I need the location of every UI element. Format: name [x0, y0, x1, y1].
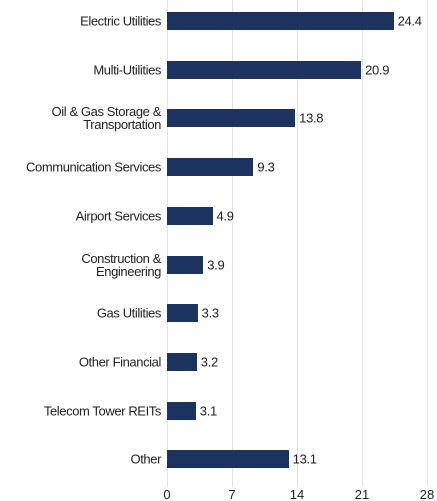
value-label: 9.3: [257, 159, 275, 175]
category-label: Telecom Tower REITs: [43, 403, 162, 419]
bar: [167, 401, 196, 420]
value-label: 13.8: [299, 110, 324, 126]
grid-line: [361, 0, 363, 486]
value-label: 20.9: [365, 62, 390, 78]
grid-line: [166, 0, 168, 486]
category-label: Other Financial: [78, 354, 162, 370]
value-label: 3.9: [207, 257, 225, 272]
value-label: 3.1: [199, 403, 217, 419]
bar: [167, 12, 394, 30]
bar: [167, 60, 362, 79]
category-label: Electric Utilities: [80, 13, 161, 29]
category-label: Construction & Engineering: [81, 250, 161, 279]
value-label: 24.4: [397, 13, 422, 29]
grid-line: [296, 0, 298, 486]
x-tick-label: 7: [228, 487, 236, 501]
category-label: Airport Services: [75, 208, 162, 224]
x-tick-label: 21: [354, 487, 370, 501]
value-label: 3.2: [200, 354, 218, 370]
bar: [167, 206, 213, 225]
bar: [167, 450, 289, 469]
bar: [167, 255, 204, 274]
grid-line: [426, 0, 428, 486]
x-tick-label: 0: [163, 487, 171, 501]
bar: [167, 109, 296, 128]
value-label: 4.9: [216, 208, 234, 224]
value-label: 3.3: [201, 305, 219, 321]
category-label: Other: [130, 451, 161, 467]
category-label: Gas Utilities: [96, 305, 162, 321]
x-tick-label: 28: [419, 487, 435, 501]
category-label: Communication Services: [26, 159, 161, 175]
category-label: Oil & Gas Storage & Transportation: [51, 104, 162, 133]
bar: [167, 158, 254, 177]
bar: [167, 304, 198, 323]
category-label: Multi-Utilities: [93, 62, 161, 78]
value-label: 13.1: [292, 451, 317, 467]
bar: [167, 352, 197, 371]
grid-line: [231, 0, 233, 486]
x-tick-label: 14: [289, 487, 305, 501]
